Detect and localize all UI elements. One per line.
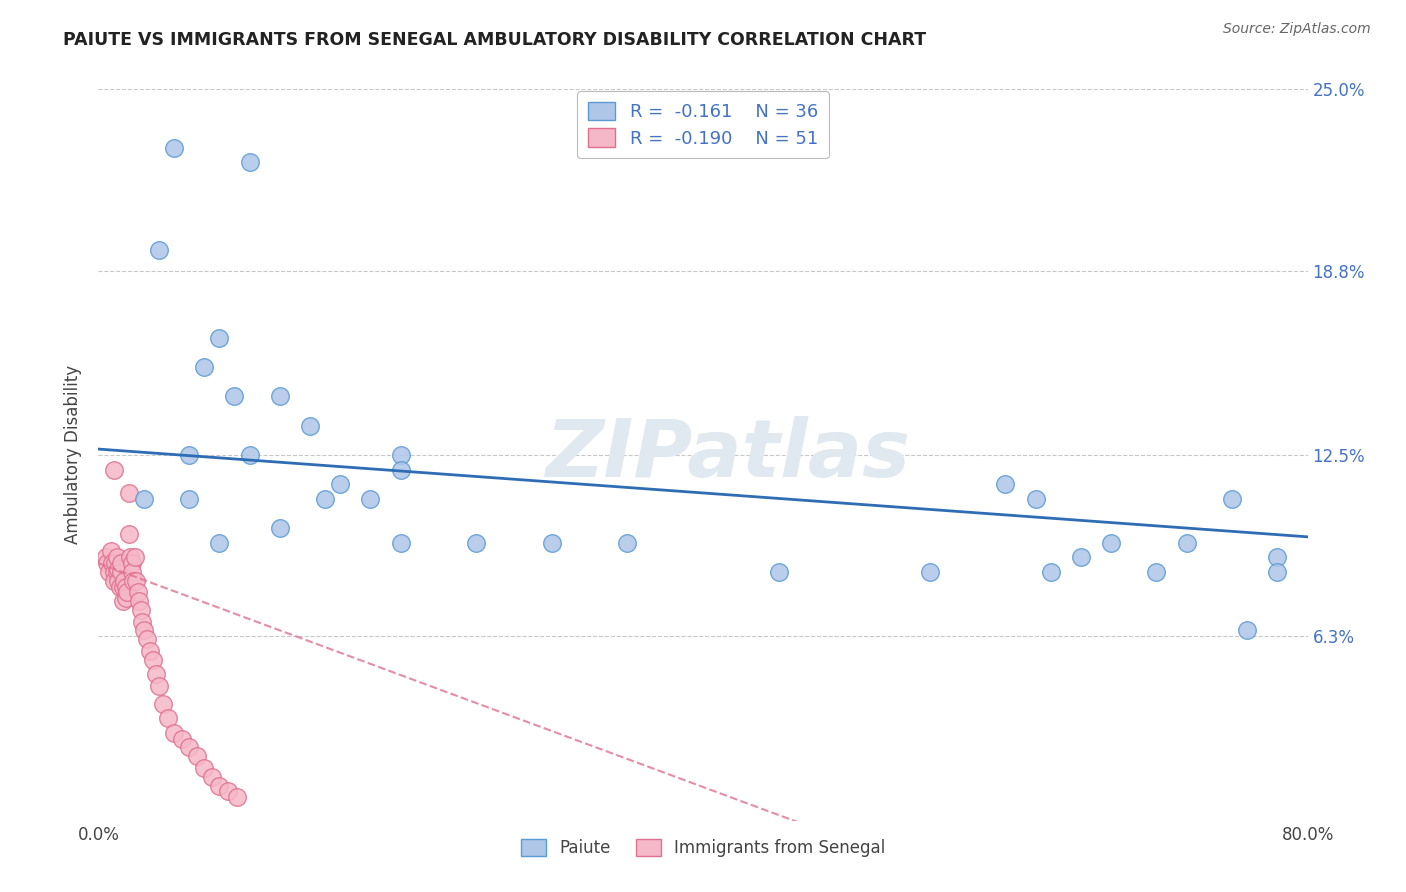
Point: [269, 521, 291, 535]
Point: [163, 141, 186, 155]
Point: [124, 550, 146, 565]
Point: [329, 477, 352, 491]
Point: [110, 565, 132, 579]
Point: [193, 360, 215, 375]
Point: [269, 389, 291, 403]
Point: [217, 784, 239, 798]
Point: [1236, 624, 1258, 638]
Point: [314, 491, 336, 506]
Point: [114, 591, 136, 606]
Text: ZIPatlas: ZIPatlas: [544, 416, 910, 494]
Point: [179, 491, 201, 506]
Point: [1070, 550, 1092, 565]
Point: [105, 550, 128, 565]
Point: [148, 679, 170, 693]
Point: [128, 594, 150, 608]
Point: [118, 486, 141, 500]
Point: [112, 574, 135, 588]
Point: [131, 615, 153, 629]
Point: [103, 565, 125, 579]
Point: [152, 697, 174, 711]
Point: [208, 779, 231, 793]
Point: [389, 462, 412, 476]
Point: [110, 556, 132, 570]
Point: [125, 574, 148, 588]
Point: [132, 624, 155, 638]
Point: [120, 550, 142, 565]
Point: [104, 556, 127, 570]
Point: [114, 580, 136, 594]
Point: [127, 585, 149, 599]
Point: [226, 790, 249, 805]
Point: [299, 418, 322, 433]
Point: [1267, 550, 1289, 565]
Point: [105, 565, 128, 579]
Point: [224, 389, 246, 403]
Text: Source: ZipAtlas.com: Source: ZipAtlas.com: [1223, 22, 1371, 37]
Point: [170, 731, 193, 746]
Point: [135, 632, 157, 647]
Point: [179, 448, 201, 462]
Point: [103, 462, 125, 476]
Point: [100, 544, 122, 558]
Point: [121, 565, 143, 579]
Point: [96, 556, 118, 570]
Point: [616, 535, 638, 549]
Point: [163, 726, 186, 740]
Point: [115, 585, 138, 599]
Point: [1099, 535, 1122, 549]
Point: [389, 448, 412, 462]
Point: [111, 594, 134, 608]
Point: [179, 740, 201, 755]
Point: [145, 667, 167, 681]
Point: [139, 644, 162, 658]
Point: [107, 574, 129, 588]
Point: [148, 243, 170, 257]
Point: [1144, 565, 1167, 579]
Point: [142, 653, 165, 667]
Point: [360, 491, 382, 506]
Point: [1024, 491, 1046, 506]
Point: [132, 491, 155, 506]
Point: [111, 580, 134, 594]
Point: [1039, 565, 1062, 579]
Y-axis label: Ambulatory Disability: Ambulatory Disability: [65, 366, 83, 544]
Point: [768, 565, 790, 579]
Point: [201, 770, 224, 784]
Point: [94, 550, 117, 565]
Point: [994, 477, 1017, 491]
Point: [208, 331, 231, 345]
Point: [389, 535, 412, 549]
Point: [98, 565, 121, 579]
Point: [1220, 491, 1243, 506]
Point: [156, 711, 179, 725]
Point: [122, 574, 145, 588]
Point: [465, 535, 488, 549]
Point: [208, 535, 231, 549]
Point: [118, 527, 141, 541]
Legend: Paiute, Immigrants from Senegal: Paiute, Immigrants from Senegal: [515, 832, 891, 863]
Point: [239, 155, 262, 169]
Point: [1175, 535, 1198, 549]
Point: [103, 574, 125, 588]
Point: [193, 761, 215, 775]
Point: [540, 535, 562, 549]
Point: [129, 603, 152, 617]
Point: [108, 580, 131, 594]
Point: [239, 448, 262, 462]
Point: [186, 749, 208, 764]
Point: [121, 556, 143, 570]
Point: [1267, 565, 1289, 579]
Point: [107, 562, 129, 576]
Point: [918, 565, 941, 579]
Text: PAIUTE VS IMMIGRANTS FROM SENEGAL AMBULATORY DISABILITY CORRELATION CHART: PAIUTE VS IMMIGRANTS FROM SENEGAL AMBULA…: [63, 31, 927, 49]
Point: [101, 556, 124, 570]
